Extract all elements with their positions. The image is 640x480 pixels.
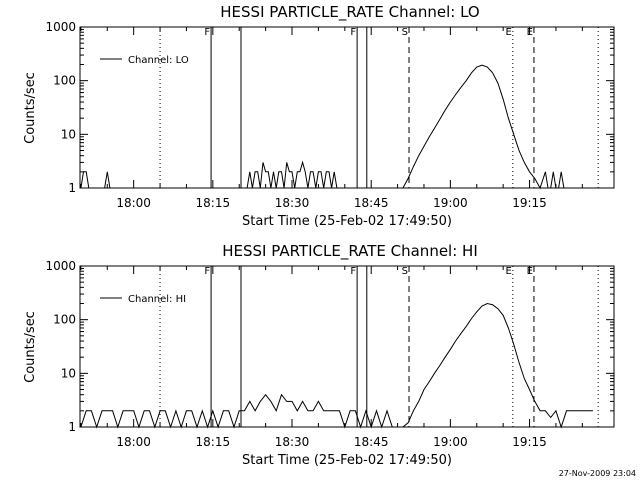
event-marker-label: E bbox=[527, 27, 533, 38]
event-marker-label: S bbox=[402, 266, 408, 277]
x-tick-label: 18:15 bbox=[196, 435, 231, 449]
series-line bbox=[80, 64, 567, 190]
event-marker-label: S bbox=[402, 27, 408, 38]
y-axis-label-hi: Counts/sec bbox=[23, 311, 38, 383]
x-tick-label: 19:15 bbox=[512, 435, 547, 449]
chart-title-hi: HESSI PARTICLE_RATE Channel: HI bbox=[222, 242, 478, 261]
x-tick-label: 18:30 bbox=[275, 196, 310, 210]
y-tick-label: 1 bbox=[68, 181, 76, 195]
y-axis-label-lo: Counts/sec bbox=[23, 72, 38, 144]
series-line bbox=[80, 302, 593, 429]
x-tick-label: 19:00 bbox=[433, 435, 468, 449]
event-marker-label: F bbox=[204, 266, 210, 277]
y-tick-label: 1000 bbox=[45, 259, 76, 273]
timestamp-stamp: 27-Nov-2009 23:04 bbox=[559, 469, 636, 478]
x-axis-label-lo: Start Time (25-Feb-02 17:49:50) bbox=[242, 214, 452, 229]
legend-label-hi: Channel: HI bbox=[128, 294, 186, 305]
y-tick-label: 100 bbox=[53, 313, 76, 327]
y-tick-label: 10 bbox=[61, 366, 76, 380]
x-axis-label-hi: Start Time (25-Feb-02 17:49:50) bbox=[242, 453, 452, 468]
x-tick-label: 18:00 bbox=[116, 435, 151, 449]
x-tick-label: 19:00 bbox=[433, 196, 468, 210]
event-marker-label: E bbox=[506, 27, 512, 38]
event-marker-label: F bbox=[350, 27, 356, 38]
event-marker-label: E bbox=[506, 266, 512, 277]
event-marker-label: F bbox=[350, 266, 356, 277]
x-tick-label: 18:45 bbox=[354, 196, 389, 210]
legend-label-lo: Channel: LO bbox=[128, 55, 189, 66]
panel-hi: HESSI PARTICLE_RATE Channel: HI Counts/s… bbox=[23, 242, 615, 468]
panel-lo: HESSI PARTICLE_RATE Channel: LO Counts/s… bbox=[23, 3, 615, 229]
y-tick-label: 1000 bbox=[45, 20, 76, 34]
x-tick-label: 18:15 bbox=[196, 196, 231, 210]
chart-title-lo: HESSI PARTICLE_RATE Channel: LO bbox=[220, 3, 479, 22]
plot-frame-hi bbox=[79, 265, 615, 428]
y-tick-label: 10 bbox=[61, 127, 76, 141]
x-tick-label: 19:15 bbox=[512, 196, 547, 210]
x-tick-label: 18:30 bbox=[275, 435, 310, 449]
y-tick-label: 100 bbox=[53, 74, 76, 88]
x-tick-label: 18:45 bbox=[354, 435, 389, 449]
x-tick-label: 18:00 bbox=[116, 196, 151, 210]
event-marker-label: F bbox=[204, 27, 210, 38]
event-marker-label: E bbox=[527, 266, 533, 277]
y-tick-label: 1 bbox=[68, 420, 76, 434]
